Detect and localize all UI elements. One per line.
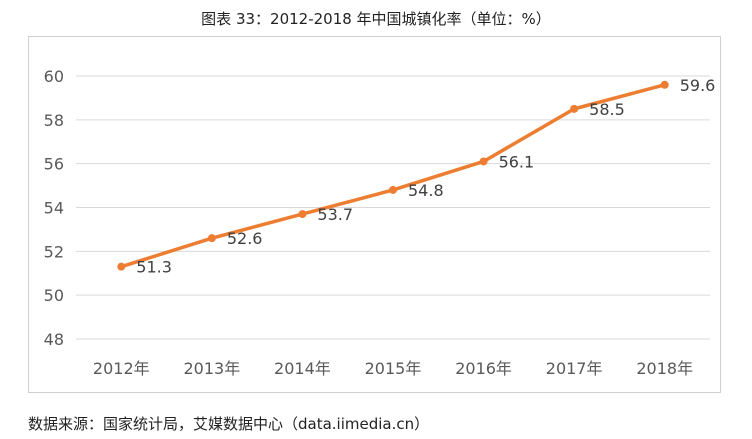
- data-point: [298, 210, 307, 219]
- y-tick-label: 58: [44, 111, 64, 130]
- y-tick-label: 60: [44, 67, 64, 86]
- data-point: [570, 104, 579, 113]
- data-point: [479, 157, 488, 166]
- data-label: 54.8: [408, 181, 444, 200]
- y-tick-label: 52: [44, 242, 64, 261]
- gridlines: [76, 75, 710, 340]
- chart-frame: [28, 36, 721, 393]
- x-tick-label: 2017年: [546, 359, 603, 378]
- data-label: 59.6: [680, 76, 716, 95]
- data-label: 52.6: [227, 229, 263, 248]
- x-axis-ticks: 2012年 2013年 2014年 2015年 2016年 2017年 2018年: [93, 359, 693, 378]
- data-point: [207, 234, 216, 243]
- data-point: [660, 80, 669, 89]
- data-point: [389, 185, 397, 194]
- data-point: [117, 262, 126, 271]
- x-tick-label: 2013年: [183, 359, 240, 378]
- x-tick-label: 2014年: [274, 359, 331, 378]
- y-tick-label: 50: [44, 286, 64, 305]
- x-tick-label: 2015年: [365, 359, 422, 378]
- data-label: 53.7: [317, 205, 353, 224]
- x-tick-label: 2018年: [636, 359, 693, 378]
- data-label: 51.3: [136, 258, 172, 277]
- y-tick-label: 48: [44, 330, 64, 349]
- series-layer: [117, 80, 669, 271]
- data-label: 58.5: [589, 100, 625, 119]
- series-line: [119, 83, 667, 269]
- source-note: 数据来源：国家统计局，艾媒数据中心（data.iimedia.cn）: [28, 415, 430, 433]
- chart-title: 图表 33：2012-2018 年中国城镇化率（单位：%）: [201, 10, 551, 28]
- x-tick-label: 2016年: [455, 359, 512, 378]
- y-axis-ticks: 48 50 52 54 56 58 60: [44, 67, 64, 349]
- y-tick-label: 54: [44, 199, 64, 218]
- data-labels: 51.3 52.6 53.7 54.8 56.1 58.5 59.6: [136, 76, 715, 277]
- x-tick-label: 2012年: [93, 359, 150, 378]
- data-label: 56.1: [499, 152, 535, 171]
- y-tick-label: 56: [44, 155, 64, 174]
